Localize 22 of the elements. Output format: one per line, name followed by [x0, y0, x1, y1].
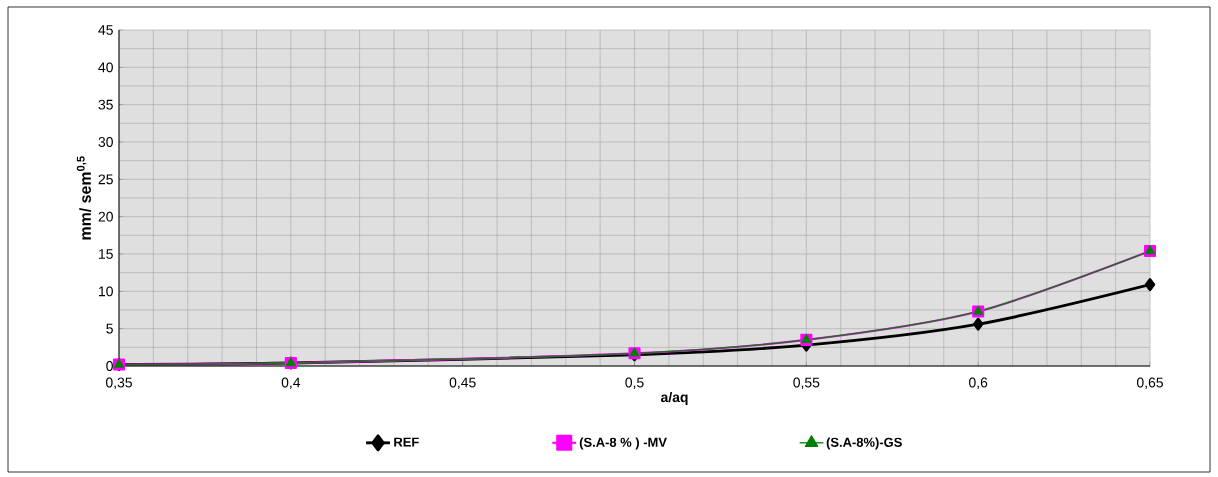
- y-tick-label: 15: [99, 249, 113, 259]
- y-tick-label: 30: [98, 137, 113, 147]
- x-tick-label: 0,35: [105, 377, 132, 390]
- y-tick-label: 5: [106, 323, 113, 334]
- legend-label: (S.A-8 % ) -MV: [579, 437, 667, 450]
- y-tick-label: 25: [98, 174, 113, 185]
- x-tick-label: 0,65: [1136, 377, 1163, 390]
- x-tick-label: 0,55: [793, 377, 820, 390]
- y-tick-label: 35: [98, 99, 113, 110]
- x-tick-label: 0,6: [969, 377, 988, 390]
- x-tick-label: 0,45: [449, 377, 476, 390]
- legend-label: (S.A-8%)-GS: [826, 437, 902, 450]
- y-tick-label: 10: [99, 286, 113, 297]
- x-tick-label: 0,5: [625, 377, 644, 390]
- y-tick-label: 20: [98, 211, 113, 222]
- y-tick-label: 0: [106, 361, 113, 371]
- legend-label: REF: [394, 437, 419, 447]
- x-axis-title: a/aq: [660, 391, 688, 405]
- y-axis-title: mm/ sem$^{0,5}$: [76, 156, 92, 240]
- y-tick-label: 45: [98, 25, 113, 35]
- x-tick-label: 0,4: [281, 377, 301, 390]
- y-tick-label: 40: [98, 62, 113, 73]
